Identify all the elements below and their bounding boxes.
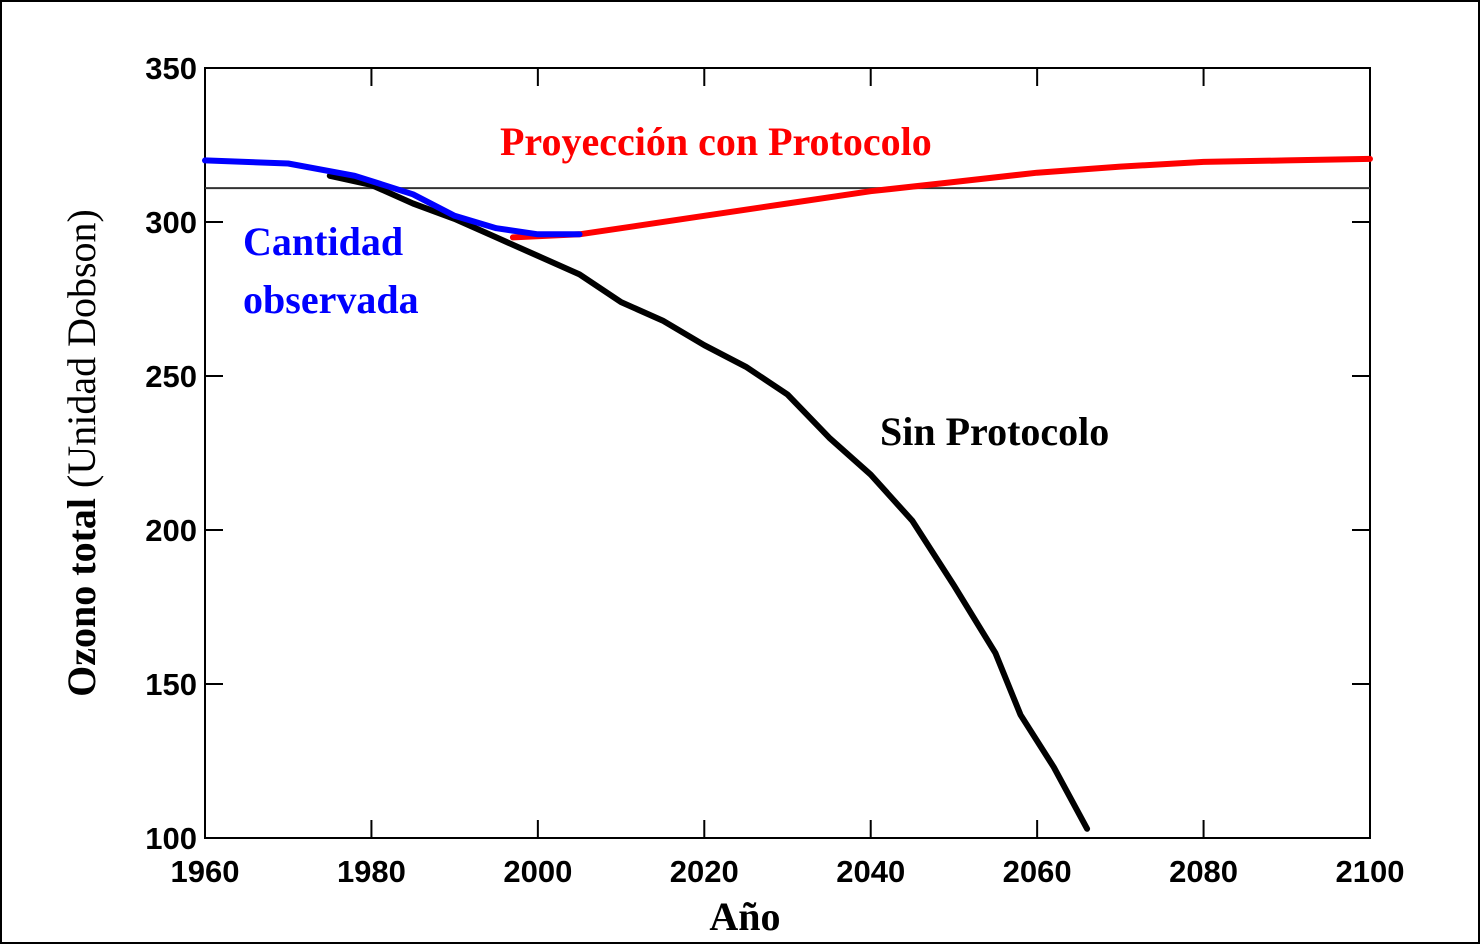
x-tick-label: 1980: [337, 854, 406, 889]
x-tick-label: 2040: [836, 854, 905, 889]
y-tick-label: 250: [145, 359, 197, 394]
annotation-line: Cantidad: [243, 219, 403, 264]
line-series: [202, 157, 583, 238]
y-tick-label: 300: [145, 205, 197, 240]
annotation: Cantidad observada: [243, 219, 419, 322]
x-tick-label: 2100: [1336, 854, 1405, 889]
y-axis-label: Ozono total (Unidad Dobson): [59, 209, 104, 697]
y-tick-label: 100: [145, 821, 197, 856]
annotation: Proyección con Protocolo: [500, 119, 932, 164]
x-tick-label: 2000: [503, 854, 572, 889]
x-tick-label: 2060: [1003, 854, 1072, 889]
annotation: Sin Protocolo: [880, 409, 1109, 454]
y-tick-label: 150: [145, 667, 197, 702]
line-series: [326, 172, 1091, 832]
y-tick-label: 200: [145, 513, 197, 548]
x-tick-label: 2020: [670, 854, 739, 889]
plot: 1960 1980 2000 2020 2040 2060 2080 2100 100 150 20…: [145, 51, 1404, 889]
x-tick-label: 1960: [171, 854, 240, 889]
y-label-bold: Ozono total: [59, 498, 104, 697]
x-tick-label: 2080: [1169, 854, 1238, 889]
y-tick-label: 350: [145, 51, 197, 86]
plot-frame: [204, 67, 1371, 839]
y-label-normal: (Unidad Dobson): [59, 209, 104, 488]
x-axis-label: Año: [709, 894, 780, 939]
line-series: [509, 155, 1373, 241]
annotation-line: observada: [243, 277, 419, 322]
